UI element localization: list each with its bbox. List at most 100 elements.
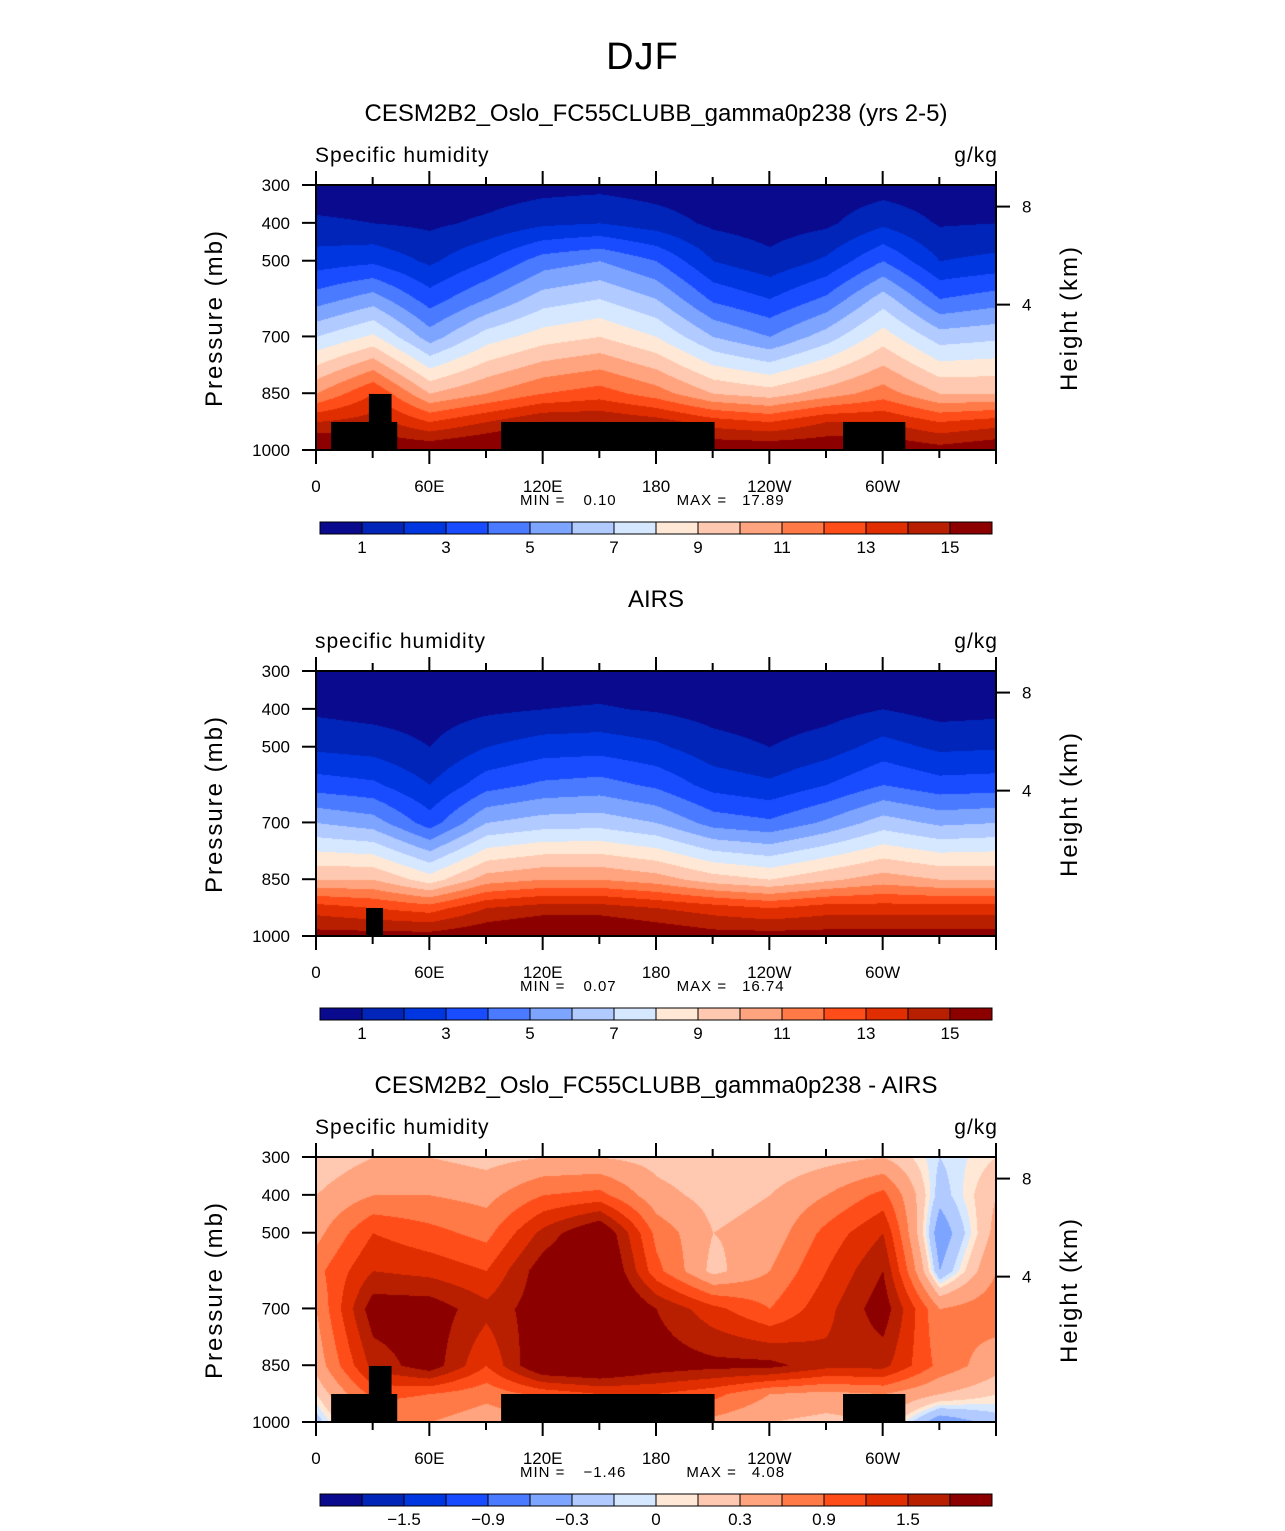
y-right-tick-label: 4 [1022,1268,1031,1287]
x-tick-label: 120W [747,1449,791,1468]
colorbar-label: 9 [693,538,702,557]
plot-frame [315,184,997,451]
colorbar-box [949,1007,993,1021]
colorbar-box [655,1493,699,1507]
y-tick-label: 300 [262,176,290,195]
colorbar-box [613,1493,657,1507]
y-tick-label: 850 [262,384,290,403]
land-mask [368,393,392,422]
colorbar-label: −0.3 [555,1510,589,1529]
y-right-tick-label: 8 [1022,684,1031,703]
units-label: g/kg [954,1116,998,1139]
land-mask [331,1393,398,1422]
colorbar-label: 13 [857,1024,876,1043]
y-tick-label: 500 [262,738,290,757]
variable-name: specific humidity [315,630,487,653]
x-tick-label: 60W [865,963,900,982]
x-tick-label: 60W [865,1449,900,1468]
plot-frame [315,1156,997,1423]
y-right-tick-label: 8 [1022,198,1031,217]
min-max-readout: MIN = 0.10 MAX = 17.89 [520,492,785,509]
y-tick-label: 400 [262,214,290,233]
colorbar-box [403,1493,447,1507]
max-value: 4.08 [751,1464,786,1481]
y-tick-label: 300 [262,1148,290,1167]
colorbar-box [907,1493,951,1507]
panel-3: CESM2B2_Oslo_FC55CLUBB_gamma0p238 - AIRS… [0,972,1285,1529]
y-tick-label: 850 [262,870,290,889]
min-label: MIN = [520,1464,566,1481]
x-tick-label: 60W [865,477,900,496]
y-tick-label: 700 [262,327,290,346]
colorbar-label: 11 [773,1024,791,1043]
max-label: MAX = [676,492,728,509]
y-tick-label: 400 [262,700,290,719]
colorbar-label: 1 [357,1024,366,1043]
colorbar-box [697,1493,741,1507]
y-tick-label: 500 [262,1224,290,1243]
land-mask [501,1393,715,1422]
colorbar-box [445,1493,489,1507]
colorbar-label: 0 [651,1510,660,1529]
plot-frame [315,670,997,937]
colorbar-box [823,1493,867,1507]
variable-name: Specific humidity [315,144,490,167]
y-tick-label: 300 [262,662,290,681]
units-label: g/kg [954,630,998,653]
land-mask [331,421,398,450]
colorbar-label: 13 [857,538,876,557]
colorbar-label: 1 [357,538,366,557]
panel-title: CESM2B2_Oslo_FC55CLUBB_gamma0p238 - AIRS [374,1072,938,1099]
colorbar-label: 11 [773,538,791,557]
axes: 0 60E 120E 180 120W 60W 300 400 500 700 850 1000 8 4 −… [252,1143,1031,1529]
y-tick-label: 1000 [252,441,290,460]
x-tick-label: 120E [523,477,563,496]
land-mask [501,421,715,450]
max-label: MAX = [676,978,728,995]
colorbar-label: 7 [609,1024,618,1043]
y-tick-label: 700 [262,1299,290,1318]
colorbar-label: 0.9 [812,1510,836,1529]
y-right-tick-label: 8 [1022,1170,1031,1189]
x-tick-label: 120E [523,963,563,982]
main-title: DJF [606,36,679,78]
x-tick-label: 60E [414,477,444,496]
x-tick-label: 120W [747,477,791,496]
contour-fill [316,1157,996,1422]
units-label: g/kg [954,144,998,167]
land-mask [843,1393,906,1422]
y-tick-label: 1000 [252,927,290,946]
x-tick-label: 180 [642,963,670,982]
colorbar-box [487,1493,531,1507]
colorbar-box [949,1493,993,1507]
panel-2: AIRS specific humidity g/kg Pressure (mb) He… [0,486,1285,1043]
y-right-tick-label: 4 [1022,782,1031,801]
min-value: 0.10 [583,492,617,509]
y-right-tick-label: 4 [1022,296,1031,315]
variable-name: Specific humidity [315,1116,490,1139]
panel-title: AIRS [627,586,684,613]
y-tick-label: 1000 [252,1413,290,1432]
colorbar-label: 15 [941,1024,960,1043]
land-mask [843,421,906,450]
min-value: −1.46 [583,1464,627,1481]
min-max-readout: MIN = −1.46 MAX = 4.08 [520,1464,785,1481]
x-tick-label: 60E [414,963,444,982]
colorbar-box [319,1493,363,1507]
x-tick-label: 180 [642,477,670,496]
colorbar-label: 3 [441,1024,450,1043]
y-tick-label: 500 [262,252,290,271]
x-tick-label: 60E [414,1449,444,1468]
colorbar-box [571,1493,615,1507]
y-tick-label: 700 [262,813,290,832]
colorbar-label: 7 [609,538,618,557]
colorbar-label: 0.3 [728,1510,752,1529]
x-tick-label: 120E [523,1449,563,1468]
min-label: MIN = [520,978,566,995]
colorbar-label: −0.9 [471,1510,505,1529]
x-tick-label: 120W [747,963,791,982]
colorbar-box [361,1493,405,1507]
panel-1: CESM2B2_Oslo_FC55CLUBB_gamma0p238 (yrs 2… [0,0,1285,557]
colorbar-label: 1.5 [896,1510,920,1529]
min-value: 0.07 [583,978,617,995]
